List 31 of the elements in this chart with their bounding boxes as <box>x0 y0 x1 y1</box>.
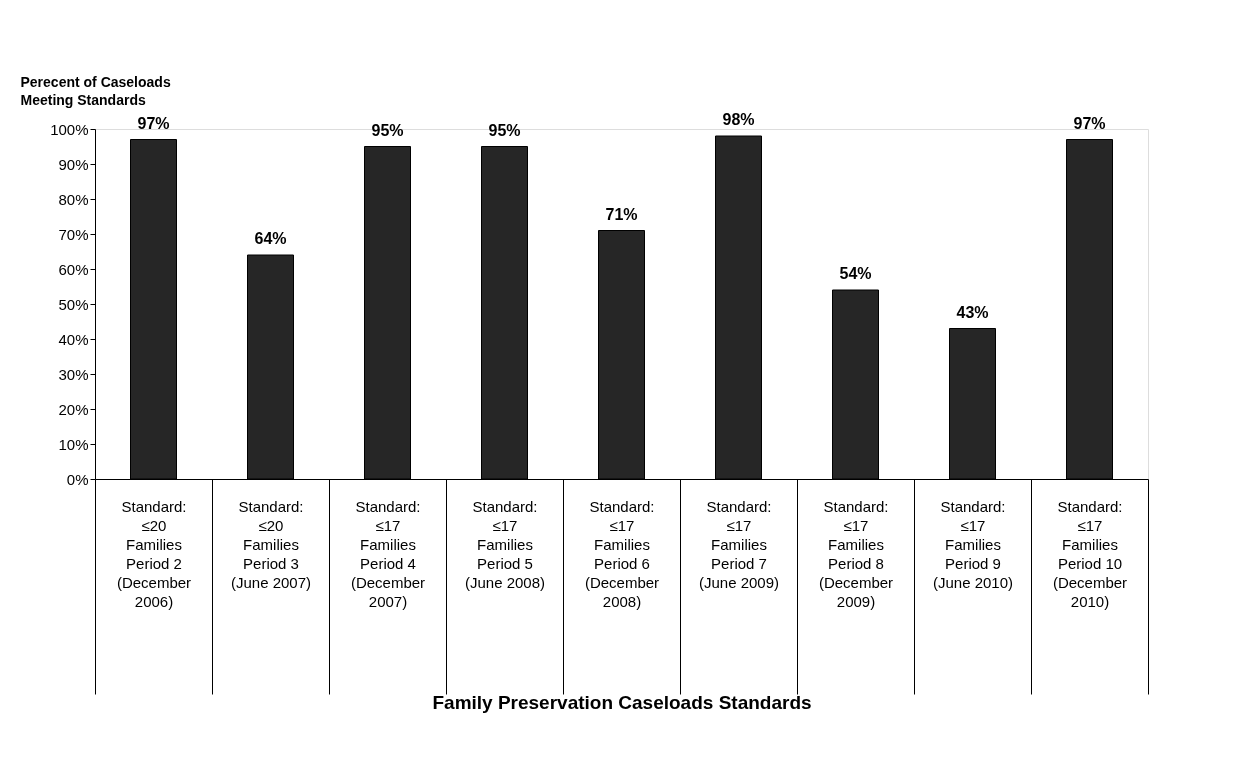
x-tick-label: Standard: ≤17 Families Period 4 (December 2007) <box>350 497 426 610</box>
x-tick-label: Standard: ≤17 Families Period 9 (June 2010) <box>932 497 1014 591</box>
x-axis-title: Family Preservation Caseloads Standards <box>432 691 812 713</box>
x-tick-label: Standard: ≤17 Families Period 6 (December 2008) <box>584 497 660 610</box>
y-axis-title: Perecent of Caseloads Meeting Standards <box>20 73 171 108</box>
y-tick-label: 20% <box>58 400 89 418</box>
y-tick-label: 90% <box>58 155 89 173</box>
x-tick-label: Standard: ≤17 Families Period 8 (December 2009) <box>818 497 894 610</box>
y-tick-label: 50% <box>58 295 89 313</box>
x-tick-label: Standard: ≤17 Families Period 7 (June 2009) <box>698 497 780 591</box>
y-tick-label: 30% <box>58 365 89 383</box>
data-label: 97% <box>137 114 170 132</box>
data-label: 64% <box>254 230 287 247</box>
data-label: 43% <box>956 303 989 321</box>
y-tick-label: 100% <box>50 120 89 138</box>
x-tick-label: Standard: ≤20 Families Period 3 (June 2007) <box>230 497 312 591</box>
x-tick-label: Standard: ≤17 Families Period 5 (June 2008) <box>464 497 546 591</box>
x-tick-label: Standard: ≤20 Families Period 2 (December 2006) <box>116 497 192 610</box>
y-tick-label: 60% <box>58 260 89 278</box>
data-label: 97% <box>1073 114 1106 132</box>
data-label: 71% <box>605 205 638 223</box>
x-tick-label: Standard: ≤17 Families Period 10 (December 2010) <box>1052 497 1128 610</box>
y-tick-label: 40% <box>58 330 89 348</box>
data-label: 98% <box>722 111 755 128</box>
data-label: 95% <box>371 121 404 139</box>
data-label: 95% <box>488 121 521 139</box>
data-label: 54% <box>839 265 872 282</box>
y-tick-label: 0% <box>66 470 89 488</box>
y-tick-label: 70% <box>58 225 89 243</box>
y-tick-label: 10% <box>58 435 89 453</box>
y-tick-label: 80% <box>58 190 89 208</box>
